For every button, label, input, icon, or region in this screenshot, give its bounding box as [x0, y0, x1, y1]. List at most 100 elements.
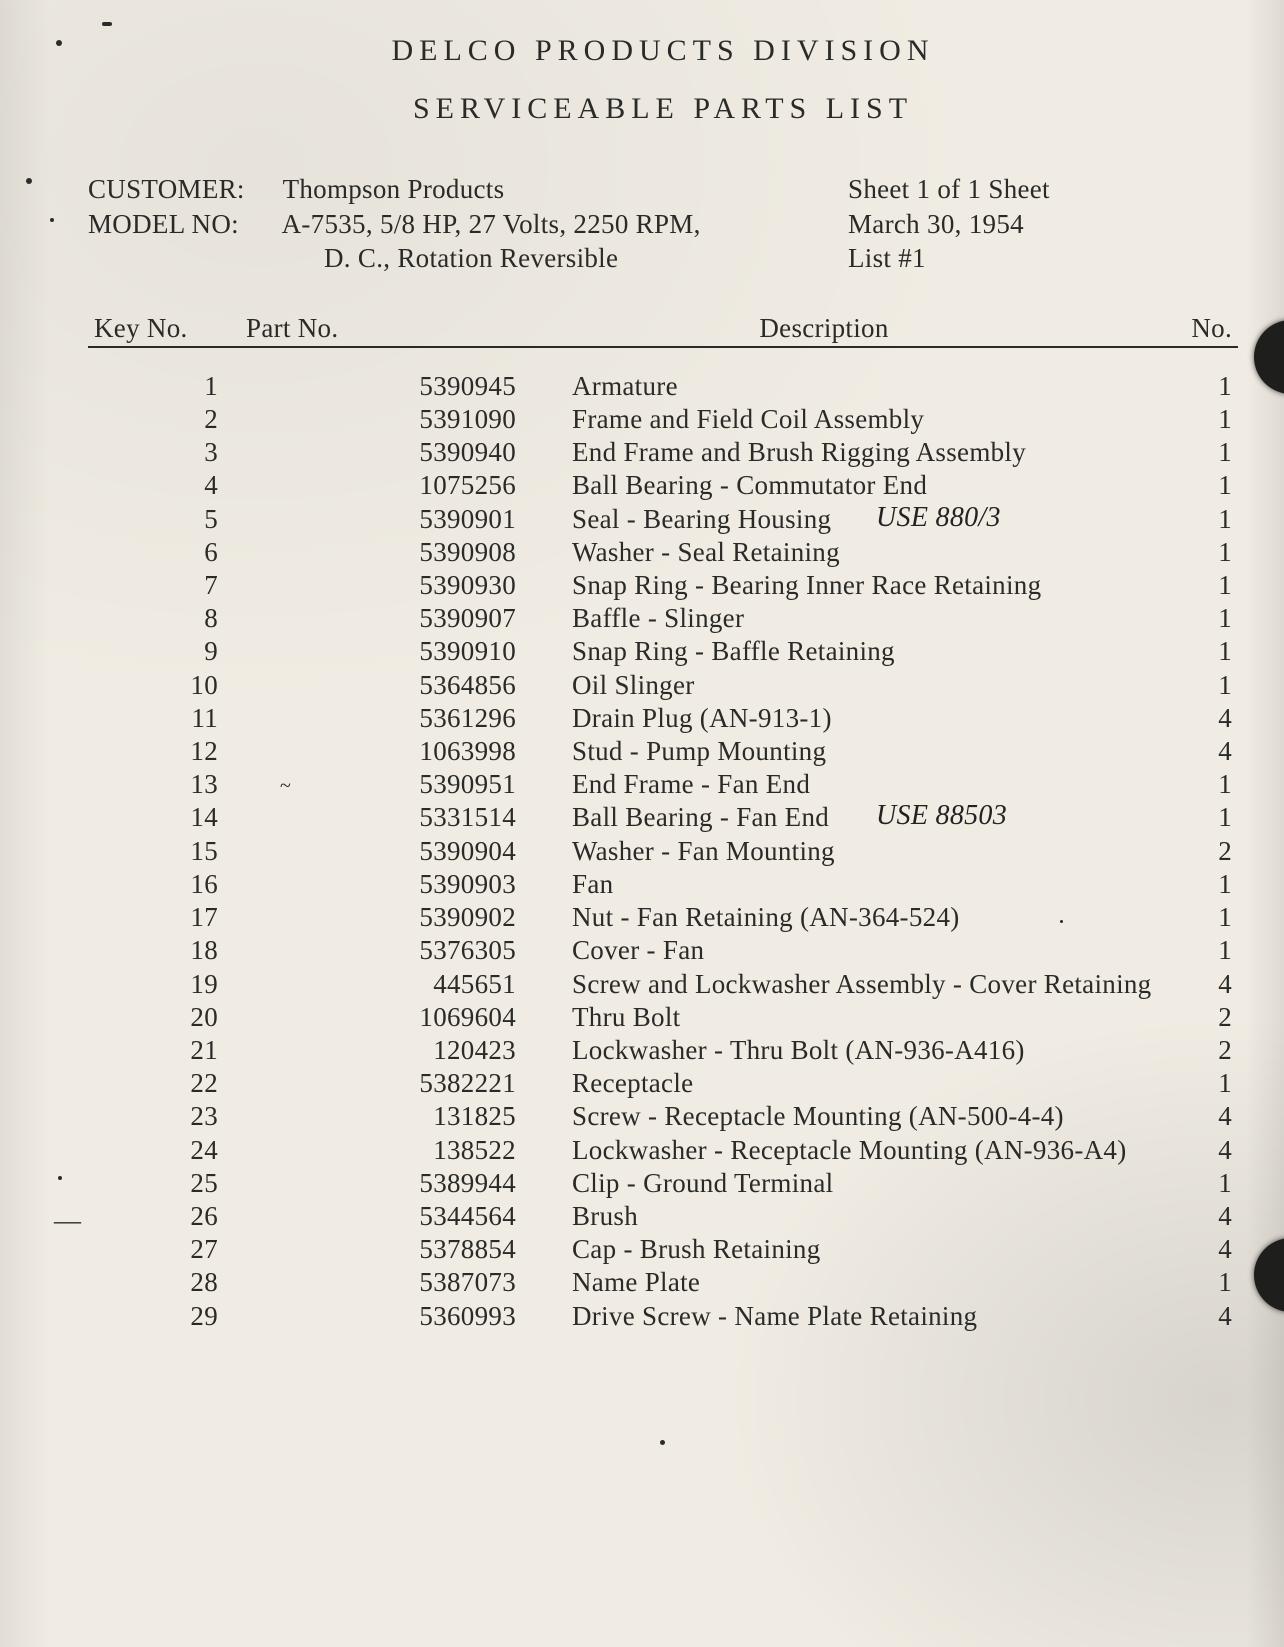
cell-key: 8 [88, 602, 276, 635]
handwritten-note: USE 88503 [876, 799, 1007, 833]
cell-desc-text: Ball Bearing - Fan End [572, 802, 829, 832]
meta-left: CUSTOMER: Thompson Products MODEL NO: A-… [88, 172, 848, 276]
cell-desc-text: Nut - Fan Retaining (AN-364-524) [572, 902, 960, 932]
cell-key-text: 24 [190, 1135, 218, 1165]
cell-part-text: 5390945 [419, 371, 516, 401]
cell-desc-text: Baffle - Slinger [572, 603, 744, 633]
table-row: 1 5390945 Armature 1 [88, 370, 1238, 403]
cell-desc-text: Lockwasher - Thru Bolt (AN-936-A416) [572, 1035, 1025, 1065]
table-row: 185376305Cover - Fan1 [88, 934, 1238, 967]
cell-desc: Thru Bolt [572, 1001, 1162, 1034]
cell-qty: 1 [1162, 635, 1238, 668]
cell-part-text: 1069604 [419, 1002, 516, 1032]
cell-part: 5360993 [276, 1300, 572, 1333]
table-row: 24138522Lockwasher - Receptacle Mounting… [88, 1134, 1238, 1167]
cell-part-text: 120423 [433, 1035, 516, 1065]
cell-desc-text: Fan [572, 869, 613, 899]
cell-key-text: 28 [190, 1267, 218, 1297]
cell-part: 5390940 [276, 436, 572, 469]
cell-qty: 1 [1162, 569, 1238, 602]
table-row: 21120423Lockwasher - Thru Bolt (AN-936-A… [88, 1034, 1238, 1067]
sheet-date: March 30, 1954 [848, 207, 1208, 242]
cell-part-text: 5390910 [419, 636, 516, 666]
cell-part: 5378854 [276, 1233, 572, 1266]
handwritten-mark: ~ [280, 774, 291, 799]
cell-desc: Screw and Lockwasher Assembly - Cover Re… [572, 968, 1162, 1001]
cell-desc-text: Snap Ring - Bearing Inner Race Retaining [572, 570, 1041, 600]
cell-key-text: 16 [190, 869, 218, 899]
parts-table: Key No. Part No. Description No. 1539094… [88, 312, 1238, 1333]
sheet-list-no: List #1 [848, 241, 1208, 276]
cell-key-text: 20 [190, 1002, 218, 1032]
cell-desc: Seal - Bearing HousingUSE 880/3 [572, 503, 1162, 536]
cell-qty: 1 [1162, 669, 1238, 702]
cell-desc-text: Drive Screw - Name Plate Retaining [572, 1301, 977, 1331]
cell-key: 12 [88, 735, 276, 768]
cell-part: 5390910 [276, 635, 572, 668]
table-row: 41075256Ball Bearing - Commutator End1 [88, 469, 1238, 502]
cell-key-text: 25 [190, 1168, 218, 1198]
table-row: 115361296Drain Plug (AN-913-1)4 [88, 702, 1238, 735]
cell-key: 19 [88, 968, 276, 1001]
cell-desc-text: Name Plate [572, 1267, 700, 1297]
cell-key: 24 [88, 1134, 276, 1167]
cell-key: 17 [88, 901, 276, 934]
table-row: 155390904Washer - Fan Mounting2 [88, 835, 1238, 868]
cell-desc: Name Plate [572, 1266, 1162, 1299]
cell-key-text: 4 [204, 470, 218, 500]
cell-key: 27 [88, 1233, 276, 1266]
cell-desc-text: Frame and Field Coil Assembly [572, 404, 924, 434]
cell-qty: 1 [1162, 1167, 1238, 1200]
col-header-desc: Description [486, 312, 1162, 345]
cell-key: 22 [88, 1067, 276, 1100]
cell-part: 5391090 [276, 403, 572, 436]
cell-part-text: 131825 [433, 1101, 516, 1131]
cell-qty: 4 [1162, 735, 1238, 768]
cell-desc-text: Cap - Brush Retaining [572, 1234, 821, 1264]
cell-part-text: 5344564 [419, 1201, 516, 1231]
table-row: 295360993Drive Screw - Name Plate Retain… [88, 1300, 1238, 1333]
table-row: 201069604Thru Bolt2 [88, 1001, 1238, 1034]
cell-desc: Cover - Fan [572, 934, 1162, 967]
cell-qty: 1 [1162, 536, 1238, 569]
cell-qty: 1 [1162, 768, 1238, 801]
cell-qty: 1 [1162, 370, 1238, 403]
cell-part: 5390902 [276, 901, 572, 934]
cell-part-text: 5390930 [419, 570, 516, 600]
cell-key: 28 [88, 1266, 276, 1299]
table-row: 65390908Washer - Seal Retaining1 [88, 536, 1238, 569]
table-row: 35390940End Frame and Brush Rigging Asse… [88, 436, 1238, 469]
title-division: DELCO PRODUCTS DIVISION [88, 34, 1238, 68]
cell-key-text: 7 [204, 570, 218, 600]
cell-part: 120423 [276, 1034, 572, 1067]
cell-part-text: 1063998 [419, 736, 516, 766]
cell-desc-text: End Frame and Brush Rigging Assembly [572, 437, 1026, 467]
cell-desc: Oil Slinger [572, 669, 1162, 702]
cell-key: 16 [88, 868, 276, 901]
table-row: 275378854Cap - Brush Retaining4 [88, 1233, 1238, 1266]
cell-desc: Brush [572, 1200, 1162, 1233]
cell-desc: Frame and Field Coil Assembly [572, 403, 1162, 436]
cell-key-text: 9 [204, 636, 218, 666]
cell-part: 138522 [276, 1134, 572, 1167]
col-header-part: Part No. [224, 312, 486, 345]
cell-desc-text: Armature [572, 371, 678, 401]
cell-desc: Snap Ring - Bearing Inner Race Retaining [572, 569, 1162, 602]
table-row: 225382221Receptacle1 [88, 1067, 1238, 1100]
cell-qty: 4 [1162, 1134, 1238, 1167]
cell-key-text: 10 [190, 670, 218, 700]
table-row: —265344564Brush4 [88, 1200, 1238, 1233]
customer-label: CUSTOMER: [88, 172, 276, 207]
cell-qty: 4 [1162, 1100, 1238, 1133]
cell-key-text: 22 [190, 1068, 218, 1098]
cell-part-text: 5390901 [419, 504, 516, 534]
cell-qty: 1 [1162, 901, 1238, 934]
cell-key: 14 [88, 801, 276, 834]
cell-key: —26 [88, 1200, 276, 1233]
table-row: 55390901Seal - Bearing HousingUSE 880/31 [88, 503, 1238, 536]
cell-desc-text: Snap Ring - Baffle Retaining [572, 636, 895, 666]
cell-desc: Washer - Fan Mounting [572, 835, 1162, 868]
cell-key: 6 [88, 536, 276, 569]
cell-part-text: 138522 [433, 1135, 516, 1165]
cell-key-text: 1 [204, 371, 218, 401]
